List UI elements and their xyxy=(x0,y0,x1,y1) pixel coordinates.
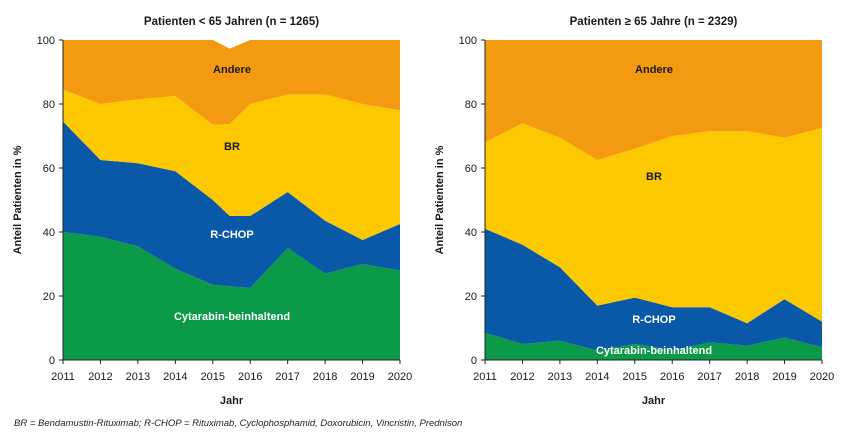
area-r-chop xyxy=(485,228,822,351)
x-axis-title: Jahr xyxy=(642,395,666,407)
y-tick-label: 20 xyxy=(43,291,55,303)
footnote: BR = Bendamustin-Rituximab; R-CHOP = Rit… xyxy=(14,418,463,429)
area-br xyxy=(63,89,400,240)
y-tick-label: 0 xyxy=(471,355,477,367)
area-cytarabin-beinhaltend xyxy=(63,232,400,360)
x-tick-label: 2019 xyxy=(350,371,374,383)
x-tick-label: 2017 xyxy=(697,371,721,383)
x-tick-label: 2016 xyxy=(660,371,684,383)
x-tick-label: 2013 xyxy=(548,371,572,383)
chart-title: Patienten < 65 Jahren (n = 1265) xyxy=(144,16,319,28)
y-tick-label: 80 xyxy=(465,99,477,111)
x-tick-label: 2011 xyxy=(473,371,497,383)
x-tick-label: 2013 xyxy=(126,371,150,383)
x-tick-label: 2011 xyxy=(51,371,75,383)
annotation-cytarabin-beinhaltend: Cytarabin-beinhaltend xyxy=(596,345,712,357)
y-tick-label: 60 xyxy=(43,163,55,175)
y-tick-label: 0 xyxy=(49,355,55,367)
annotation-cytarabin-beinhaltend: Cytarabin-beinhaltend xyxy=(174,311,290,323)
y-axis-title: Anteil Patienten in % xyxy=(434,145,446,254)
y-tick-label: 20 xyxy=(465,291,477,303)
x-tick-label: 2017 xyxy=(275,371,299,383)
x-tick-label: 2018 xyxy=(313,371,337,383)
x-tick-label: 2016 xyxy=(238,371,262,383)
annotation-andere: Andere xyxy=(213,64,251,76)
area-br xyxy=(485,123,822,324)
x-tick-label: 2015 xyxy=(201,371,225,383)
y-tick-label: 100 xyxy=(459,35,477,47)
y-tick-label: 80 xyxy=(43,99,55,111)
area-andere xyxy=(63,40,400,125)
x-tick-label: 2014 xyxy=(585,371,609,383)
x-tick-label: 2020 xyxy=(810,371,834,383)
x-axis-title: Jahr xyxy=(220,395,244,407)
annotation-br: BR xyxy=(224,141,240,153)
x-tick-label: 2014 xyxy=(163,371,187,383)
chart-panel-1: 0 20 40 60 80 100 2011 2012 2013 2014 2015 2016 2017… xyxy=(12,16,412,407)
chart-panel-2: 0 20 40 60 80 100 2011 2012 2013 2014 2015 2016 2017… xyxy=(434,16,834,407)
x-tick-label: 2018 xyxy=(735,371,759,383)
area-cytarabin-beinhaltend xyxy=(485,332,822,360)
x-tick-label: 2020 xyxy=(388,371,412,383)
x-tick-label: 2012 xyxy=(88,371,112,383)
x-tick-label: 2019 xyxy=(772,371,796,383)
x-tick-label: 2012 xyxy=(510,371,534,383)
area-andere xyxy=(485,40,822,160)
annotation-r-chop: R-CHOP xyxy=(632,314,675,326)
annotation-andere: Andere xyxy=(635,64,673,76)
x-tick-label: 2015 xyxy=(623,371,647,383)
y-tick-label: 100 xyxy=(37,35,55,47)
annotation-br: BR xyxy=(646,171,662,183)
charts-canvas: 0 20 40 60 80 100 2011 2012 2013 2014 2015 2016 2017… xyxy=(12,16,834,407)
y-axis-title: Anteil Patienten in % xyxy=(12,145,24,254)
area-r-chop xyxy=(63,121,400,288)
chart-title: Patienten ≥ 65 Jahre (n = 2329) xyxy=(570,16,738,28)
y-tick-label: 40 xyxy=(43,227,55,239)
y-tick-label: 60 xyxy=(465,163,477,175)
annotation-r-chop: R-CHOP xyxy=(210,229,253,241)
y-tick-label: 40 xyxy=(465,227,477,239)
